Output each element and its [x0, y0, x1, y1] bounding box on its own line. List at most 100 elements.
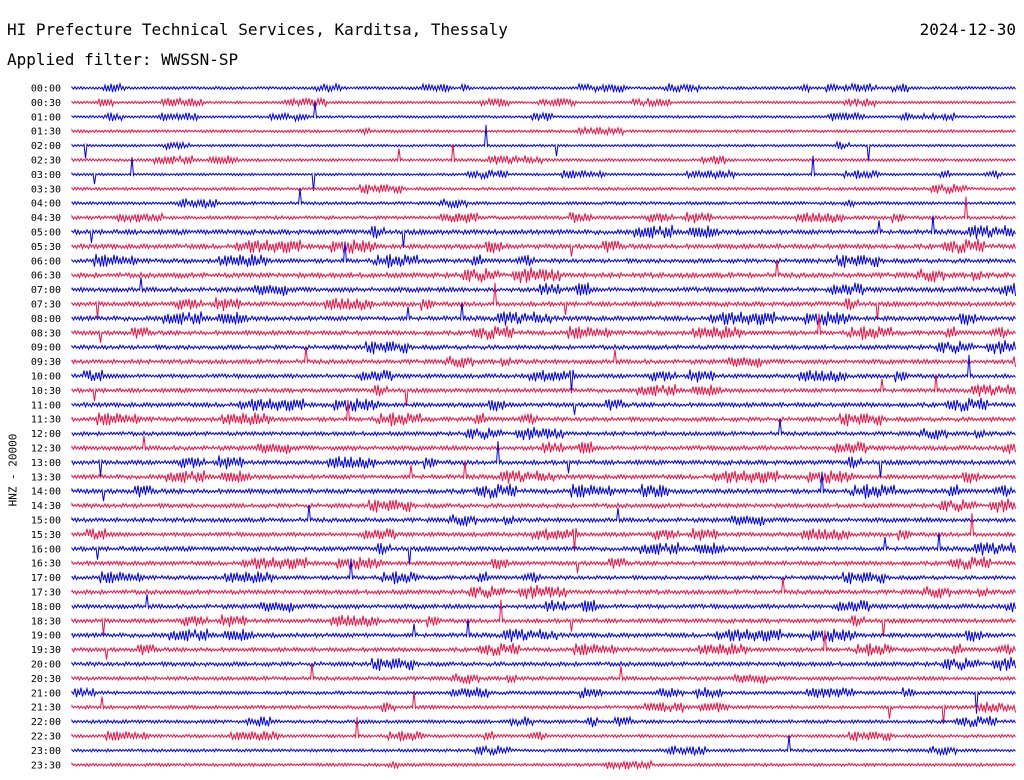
trace-line [71, 513, 1016, 552]
trace-line [71, 188, 1016, 210]
trace-line [71, 143, 1016, 166]
trace-line [71, 397, 1016, 415]
trace-line [71, 686, 1016, 714]
trace-line [71, 282, 1016, 321]
trace-line [71, 346, 1016, 368]
row-time-label: 01:00 [31, 112, 61, 123]
trace-line [71, 576, 1016, 599]
trace-line [71, 717, 1016, 742]
row-time-label: 00:30 [31, 98, 61, 109]
trace-line [71, 399, 1016, 427]
trace-line [71, 715, 1016, 728]
trace-line [71, 241, 1016, 268]
row-time-label: 08:30 [31, 328, 61, 339]
trace-line [71, 691, 1016, 724]
row-time-label: 19:30 [31, 645, 61, 656]
trace-line [71, 460, 1016, 484]
row-time-label: 10:30 [31, 386, 61, 397]
row-time-label: 23:30 [31, 760, 61, 771]
trace-line [71, 618, 1016, 643]
row-time-label: 14:00 [31, 487, 61, 498]
row-time-label: 23:00 [31, 746, 61, 757]
trace-line [71, 504, 1016, 527]
trace-line [71, 759, 1016, 771]
row-time-label: 07:00 [31, 285, 61, 296]
trace-line [71, 125, 1016, 137]
trace-line [71, 498, 1016, 513]
row-time-label: 17:00 [31, 573, 61, 584]
row-time-label: 19:00 [31, 631, 61, 642]
trace-line [71, 124, 1016, 162]
row-time-label: 22:30 [31, 732, 61, 743]
row-time-label: 18:00 [31, 602, 61, 613]
trace-line [71, 340, 1016, 355]
trace-line [71, 532, 1016, 565]
trace-line [71, 663, 1016, 685]
trace-line [71, 277, 1016, 297]
trace-line [71, 155, 1016, 191]
row-time-label: 15:00 [31, 516, 61, 527]
trace-line [71, 435, 1016, 455]
trace-line [71, 260, 1016, 284]
row-time-label: 02:00 [31, 141, 61, 152]
trace-line [71, 656, 1016, 672]
row-time-label: 03:00 [31, 170, 61, 181]
trace-line [71, 354, 1016, 394]
row-time-label: 05:30 [31, 242, 61, 253]
row-time-label: 13:30 [31, 472, 61, 483]
trace-line [71, 441, 1016, 479]
row-time-label: 22:00 [31, 717, 61, 728]
trace-line [71, 196, 1016, 224]
row-time-label: 09:00 [31, 343, 61, 354]
trace-line [71, 373, 1016, 407]
trace-line [71, 630, 1016, 660]
trace-line [71, 558, 1016, 585]
filter-label: Applied filter: WWSSN-SP [7, 50, 239, 69]
trace-line [71, 96, 1016, 109]
date-label: 2024-12-30 [919, 20, 1016, 39]
trace-line [71, 735, 1016, 757]
row-time-label: 16:00 [31, 544, 61, 555]
trace-line [71, 556, 1016, 574]
row-time-label: 04:00 [31, 199, 61, 210]
row-time-label: 01:30 [31, 127, 61, 138]
row-time-label: 11:00 [31, 400, 61, 411]
trace-line [71, 81, 1016, 94]
trace-line [71, 301, 1016, 326]
row-time-label: 15:30 [31, 530, 61, 541]
trace-line [71, 101, 1016, 123]
row-time-label: 12:00 [31, 429, 61, 440]
row-time-label: 20:00 [31, 660, 61, 671]
trace-line [71, 599, 1016, 637]
row-time-label: 11:30 [31, 415, 61, 426]
row-time-label: 21:30 [31, 703, 61, 714]
row-time-label: 13:00 [31, 458, 61, 469]
row-time-label: 09:30 [31, 357, 61, 368]
row-time-label: 05:00 [31, 228, 61, 239]
trace-line [71, 418, 1016, 441]
row-time-label: 02:30 [31, 156, 61, 167]
trace-line [71, 594, 1016, 613]
trace-line [71, 215, 1016, 249]
trace-line [71, 471, 1016, 502]
trace-line [71, 238, 1016, 257]
trace-line [71, 313, 1016, 343]
row-time-label: 20:30 [31, 674, 61, 685]
row-time-label: 03:30 [31, 184, 61, 195]
row-time-label: 07:30 [31, 300, 61, 311]
row-time-label: 14:30 [31, 501, 61, 512]
row-time-label: 18:30 [31, 616, 61, 627]
row-time-label: 06:30 [31, 271, 61, 282]
row-time-label: 06:00 [31, 256, 61, 267]
row-time-label: 16:30 [31, 559, 61, 570]
trace-line [71, 182, 1016, 195]
row-time-label: 04:30 [31, 213, 61, 224]
row-time-label: 21:00 [31, 688, 61, 699]
row-time-label: 10:00 [31, 372, 61, 383]
row-time-label: 08:00 [31, 314, 61, 325]
row-time-label: 17:30 [31, 588, 61, 599]
row-time-label: 00:00 [31, 84, 61, 95]
station-title: HI Prefecture Technical Services, Kardit… [7, 20, 508, 39]
row-time-label: 12:30 [31, 444, 61, 455]
